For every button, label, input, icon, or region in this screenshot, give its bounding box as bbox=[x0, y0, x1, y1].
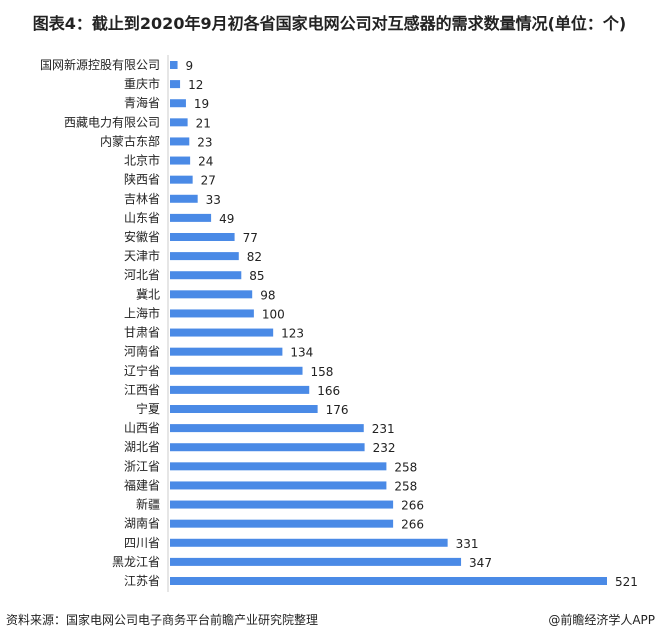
data-label: 266 bbox=[401, 499, 424, 513]
data-label: 19 bbox=[194, 97, 209, 111]
data-label: 231 bbox=[372, 422, 395, 436]
data-label: 33 bbox=[206, 193, 221, 207]
bar bbox=[170, 577, 607, 585]
data-label: 27 bbox=[201, 174, 216, 188]
category-label: 河南省 bbox=[124, 344, 160, 359]
bar bbox=[170, 538, 448, 547]
category-label: 上海市 bbox=[124, 305, 160, 320]
bar bbox=[170, 328, 274, 337]
chart-title: 图表4：截止到2020年9月初各省国家电网公司对互感器的需求数量情况(单位：个) bbox=[32, 14, 627, 33]
bar bbox=[170, 156, 191, 165]
data-label: 166 bbox=[317, 384, 340, 398]
source-note: 资料来源：国家电网公司电子商务平台前瞻产业研究院整理 bbox=[6, 613, 319, 627]
bar bbox=[170, 213, 212, 222]
bar bbox=[170, 290, 253, 299]
category-label: 安徽省 bbox=[124, 229, 160, 244]
data-label: 77 bbox=[243, 231, 258, 245]
data-label: 158 bbox=[311, 365, 334, 379]
data-label: 12 bbox=[188, 78, 203, 92]
bar bbox=[170, 137, 190, 146]
bar bbox=[170, 194, 198, 203]
category-label: 河北省 bbox=[124, 268, 160, 282]
category-label: 湖南省 bbox=[124, 516, 160, 531]
data-label: 82 bbox=[247, 250, 262, 264]
category-label: 湖北省 bbox=[124, 439, 160, 454]
category-label: 山西省 bbox=[124, 421, 160, 435]
category-label: 黑龙江省 bbox=[112, 555, 160, 569]
bar bbox=[170, 500, 394, 509]
category-label: 新疆 bbox=[136, 497, 160, 512]
bar bbox=[170, 443, 365, 452]
bar bbox=[170, 61, 178, 69]
data-label: 23 bbox=[197, 135, 212, 149]
data-label: 331 bbox=[456, 537, 479, 551]
bar bbox=[170, 80, 181, 89]
bar bbox=[170, 366, 303, 375]
data-label: 521 bbox=[615, 575, 638, 589]
bar bbox=[170, 175, 193, 184]
bar bbox=[170, 99, 186, 108]
bar bbox=[170, 481, 387, 490]
category-label: 甘肃省 bbox=[124, 326, 160, 340]
data-label: 21 bbox=[196, 116, 211, 130]
bar bbox=[170, 233, 235, 241]
bar bbox=[170, 462, 387, 471]
category-label: 吉林省 bbox=[124, 192, 160, 206]
data-label: 9 bbox=[186, 59, 194, 73]
category-label: 浙江省 bbox=[124, 459, 160, 473]
category-label: 山东省 bbox=[124, 211, 160, 225]
category-label: 西藏电力有限公司 bbox=[64, 115, 160, 129]
data-label: 123 bbox=[281, 327, 304, 341]
data-label: 49 bbox=[219, 212, 234, 226]
category-label: 北京市 bbox=[124, 153, 160, 168]
data-label: 85 bbox=[249, 269, 264, 283]
category-label: 陕西省 bbox=[124, 172, 160, 187]
category-label: 重庆市 bbox=[124, 76, 160, 91]
category-label: 辽宁省 bbox=[124, 363, 160, 378]
category-label: 四川省 bbox=[124, 536, 160, 550]
data-label: 176 bbox=[326, 403, 349, 417]
data-label: 98 bbox=[260, 288, 275, 302]
bar bbox=[170, 557, 462, 566]
bar bbox=[170, 118, 188, 127]
category-label: 江西省 bbox=[124, 383, 160, 397]
credit-note: @前瞻经济学人APP bbox=[548, 613, 655, 627]
data-label: 232 bbox=[373, 441, 396, 455]
bar bbox=[170, 309, 254, 318]
bar bbox=[170, 347, 283, 356]
bar bbox=[170, 519, 394, 528]
category-label: 冀北 bbox=[136, 287, 160, 301]
bar bbox=[170, 405, 318, 413]
category-label: 内蒙古东部 bbox=[100, 133, 160, 148]
bar bbox=[170, 252, 239, 261]
data-label: 134 bbox=[290, 346, 313, 360]
data-label: 347 bbox=[469, 556, 492, 570]
category-label: 福建省 bbox=[124, 477, 160, 492]
data-label: 258 bbox=[394, 479, 417, 493]
bar bbox=[170, 385, 310, 394]
data-label: 24 bbox=[198, 155, 213, 169]
category-label: 江苏省 bbox=[124, 574, 160, 588]
data-label: 266 bbox=[401, 518, 424, 532]
bar bbox=[170, 424, 364, 433]
category-label: 天津市 bbox=[124, 248, 160, 263]
category-label: 宁夏 bbox=[136, 401, 160, 416]
category-label: 国网新源控股有限公司 bbox=[40, 57, 160, 72]
data-label: 100 bbox=[262, 307, 285, 321]
category-label: 青海省 bbox=[124, 95, 160, 110]
bar bbox=[170, 271, 242, 280]
data-label: 258 bbox=[394, 460, 417, 474]
